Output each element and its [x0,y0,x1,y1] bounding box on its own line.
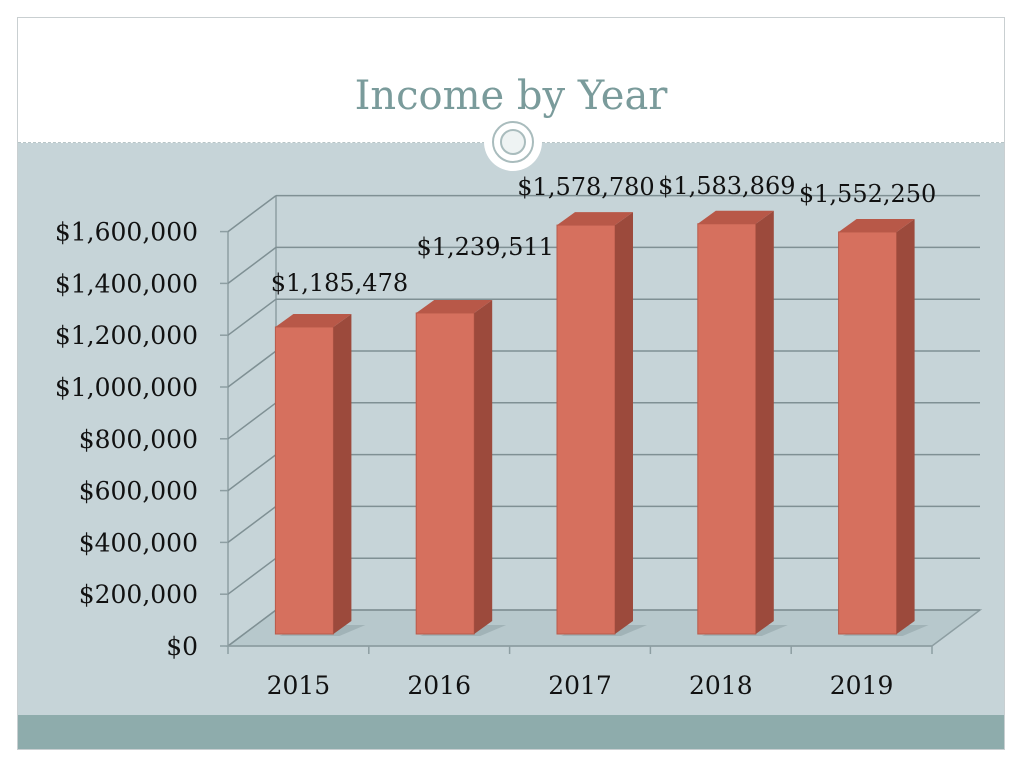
x-tick-label-2019: 2019 [830,671,894,700]
slide-title: Income by Year [354,73,668,119]
y-tick-label: $1,200,000 [55,321,198,350]
side-gridline [227,454,277,492]
side-gridline [227,505,277,544]
side-gridline [227,402,277,440]
data-label-2015: $1,185,478 [271,269,408,297]
bar-side-2017 [615,212,633,634]
y-tick-label: $800,000 [79,425,198,454]
x-tick-label-2015: 2015 [267,671,331,700]
side-gridline [227,298,277,336]
side-gridline [227,557,277,595]
bar-2017 [556,224,616,635]
bar-top-2019 [838,218,915,232]
bar-side-2015 [333,313,352,634]
bar-top-2018 [697,210,774,224]
bar-2016 [415,312,475,635]
y-tick-label: $1,600,000 [55,218,198,247]
footer-band [18,715,1004,749]
y-tick-label: $200,000 [79,580,198,609]
side-gridline [227,350,277,388]
data-label-2017: $1,578,780 [517,173,654,201]
slide-frame [17,17,1005,750]
side-gridline [227,246,277,284]
data-label-2019: $1,552,250 [799,180,936,208]
circle-ornament-icon [484,113,542,171]
bar-side-2016 [474,299,493,634]
x-tick-label-2016: 2016 [407,671,471,700]
x-tick-label-2017: 2017 [548,671,612,700]
y-tick-label: $400,000 [79,528,198,557]
bar-top-2016 [416,299,493,313]
y-tick-label: $1,000,000 [55,373,198,402]
bar-top-2017 [557,212,633,226]
bar-2018 [697,223,757,635]
y-tick-label: $0 [166,632,198,661]
bar-side-2019 [896,218,915,634]
side-gridline [227,195,277,233]
x-tick-label-2018: 2018 [689,671,753,700]
side-gridline [227,609,277,647]
bar-2015 [274,326,334,635]
bar-side-2018 [755,210,774,634]
data-label-2016: $1,239,511 [416,233,553,261]
data-label-2018: $1,583,869 [658,172,795,200]
bar-top-2015 [275,313,352,327]
y-tick-label: $600,000 [79,477,198,506]
bar-2019 [838,231,898,635]
y-tick-label: $1,400,000 [55,269,198,298]
